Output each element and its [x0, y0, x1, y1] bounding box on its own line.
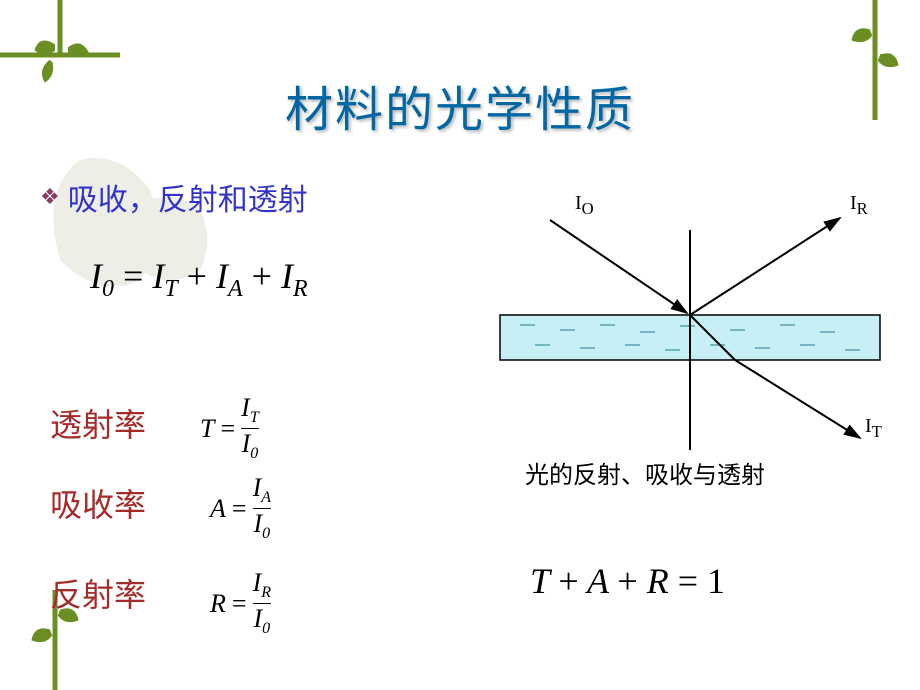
t-lhs: T [200, 414, 214, 444]
r-num-sub: R [261, 584, 271, 601]
a-num-sym: I [253, 473, 262, 502]
r-den-sub: 0 [262, 620, 270, 637]
a-den-sym: I [253, 509, 262, 538]
equation-main: I0 = IT + IA + IR [90, 255, 308, 303]
eq-i0-sub: 0 [102, 276, 114, 302]
eq-it-sub: T [164, 276, 177, 302]
label-transmission: 透射率 [50, 400, 146, 446]
formula-transmission: T = IT I0 [200, 395, 259, 462]
label-reflection: 反射率 [50, 570, 146, 616]
r-num-sym: I [253, 568, 262, 597]
label-it: IT [865, 415, 882, 442]
eq-plus1: + [187, 256, 216, 296]
t-num-sym: I [241, 393, 250, 422]
diagram-svg [480, 200, 900, 460]
t-den-sym: I [242, 429, 251, 458]
a-lhs: A [210, 494, 226, 524]
a-den-sub: 0 [262, 525, 270, 542]
t-num-sub: T [250, 409, 259, 426]
eq-plus2: + [252, 256, 281, 296]
eq-equals: = [123, 256, 152, 296]
eq-ir-sub: R [293, 276, 308, 302]
eq-ir-sym: I [281, 256, 293, 296]
r-lhs: R [210, 589, 226, 619]
a-num-sub: A [261, 489, 271, 506]
page-title: 材料的光学性质 [285, 70, 635, 140]
vine-top-left [0, 0, 120, 120]
label-ir: IR [850, 192, 868, 219]
bullet-icon: ❖ [40, 184, 60, 210]
t-den-sub: 0 [250, 445, 258, 462]
eq-it-sym: I [152, 256, 164, 296]
vine-top-right [830, 0, 920, 120]
section-header: ❖ 吸收，反射和透射 [40, 175, 308, 219]
eq-ia-sub: A [228, 276, 243, 302]
label-io: IO [575, 192, 594, 219]
diagram-caption: 光的反射、吸收与透射 [525, 455, 765, 490]
r-den-sym: I [253, 604, 262, 633]
section-heading: 吸收，反射和透射 [68, 175, 308, 219]
equation-sum: T + A + R = 1 [530, 560, 725, 602]
optics-diagram: IO IR IT [480, 200, 900, 480]
formula-absorption: A = IA I0 [210, 475, 271, 542]
label-absorption: 吸收率 [50, 480, 146, 526]
eq-ia-sym: I [216, 256, 228, 296]
eq-i0-sym: I [90, 256, 102, 296]
formula-reflection: R = IR I0 [210, 570, 271, 637]
